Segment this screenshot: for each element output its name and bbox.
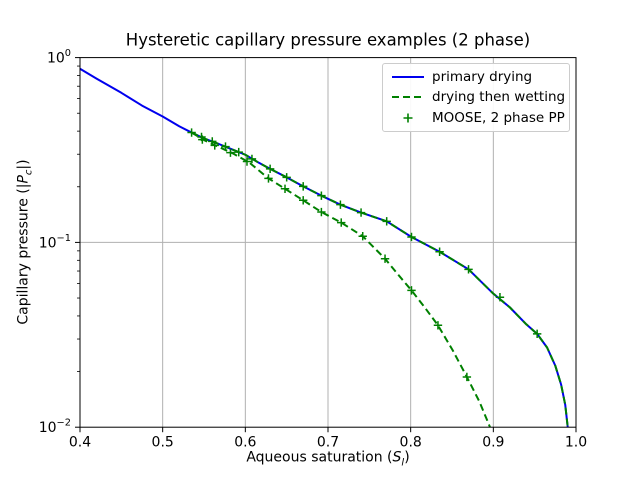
- solid-line-icon: [392, 76, 424, 79]
- drying-then-wetting-curve: [191, 131, 491, 428]
- legend-label: primary drying: [432, 69, 533, 86]
- x-tick-label: 0.7: [317, 435, 339, 451]
- x-axis-label-subscript: l: [401, 457, 405, 469]
- axes-spines: [79, 57, 577, 428]
- chart-title: Hysteretic capillary pressure examples (…: [125, 30, 531, 50]
- x-tick-label: 0.5: [152, 435, 174, 451]
- legend: primary drying drying then wetting MOOSE…: [382, 63, 570, 132]
- y-axis-label-subscript: c: [23, 169, 35, 176]
- y-axis-label-variable: P: [15, 175, 32, 184]
- y-axis-label-text: Capillary pressure (|: [15, 183, 32, 325]
- y-axis-label-suffix: |): [15, 159, 32, 170]
- x-tick-label: 0.9: [482, 435, 504, 451]
- moose-plus-markers: [187, 128, 542, 382]
- y-tick-label: 10−1: [39, 233, 71, 252]
- x-tick-label: 0.6: [234, 435, 256, 451]
- x-tick-label: 0.8: [400, 435, 422, 451]
- x-axis-label-text: Aqueous saturation (: [246, 449, 393, 466]
- plus-marker-icon: [403, 113, 413, 123]
- legend-label: MOOSE, 2 phase PP: [432, 109, 565, 126]
- y-axis-label: Capillary pressure (|Pc|): [16, 159, 35, 324]
- x-tick-label: 1.0: [565, 435, 587, 451]
- y-tick-label: 10−2: [39, 418, 71, 437]
- legend-entry-moose-2-phase-pp: MOOSE, 2 phase PP: [383, 108, 569, 128]
- y-tick-label: 100: [47, 48, 71, 67]
- legend-entry-drying-then-wetting: drying then wetting: [383, 87, 569, 107]
- dashed-line-icon: [392, 96, 424, 99]
- x-tick-label: 0.4: [69, 435, 91, 451]
- x-axis-label-variable: S: [392, 449, 402, 466]
- x-axis-label-suffix: ): [404, 449, 410, 466]
- legend-entry-primary-drying: primary drying: [383, 67, 569, 87]
- drying-then-wetting-curve: [191, 131, 569, 428]
- x-axis-label: Aqueous saturation (Sl): [246, 450, 409, 469]
- legend-label: drying then wetting: [432, 89, 566, 106]
